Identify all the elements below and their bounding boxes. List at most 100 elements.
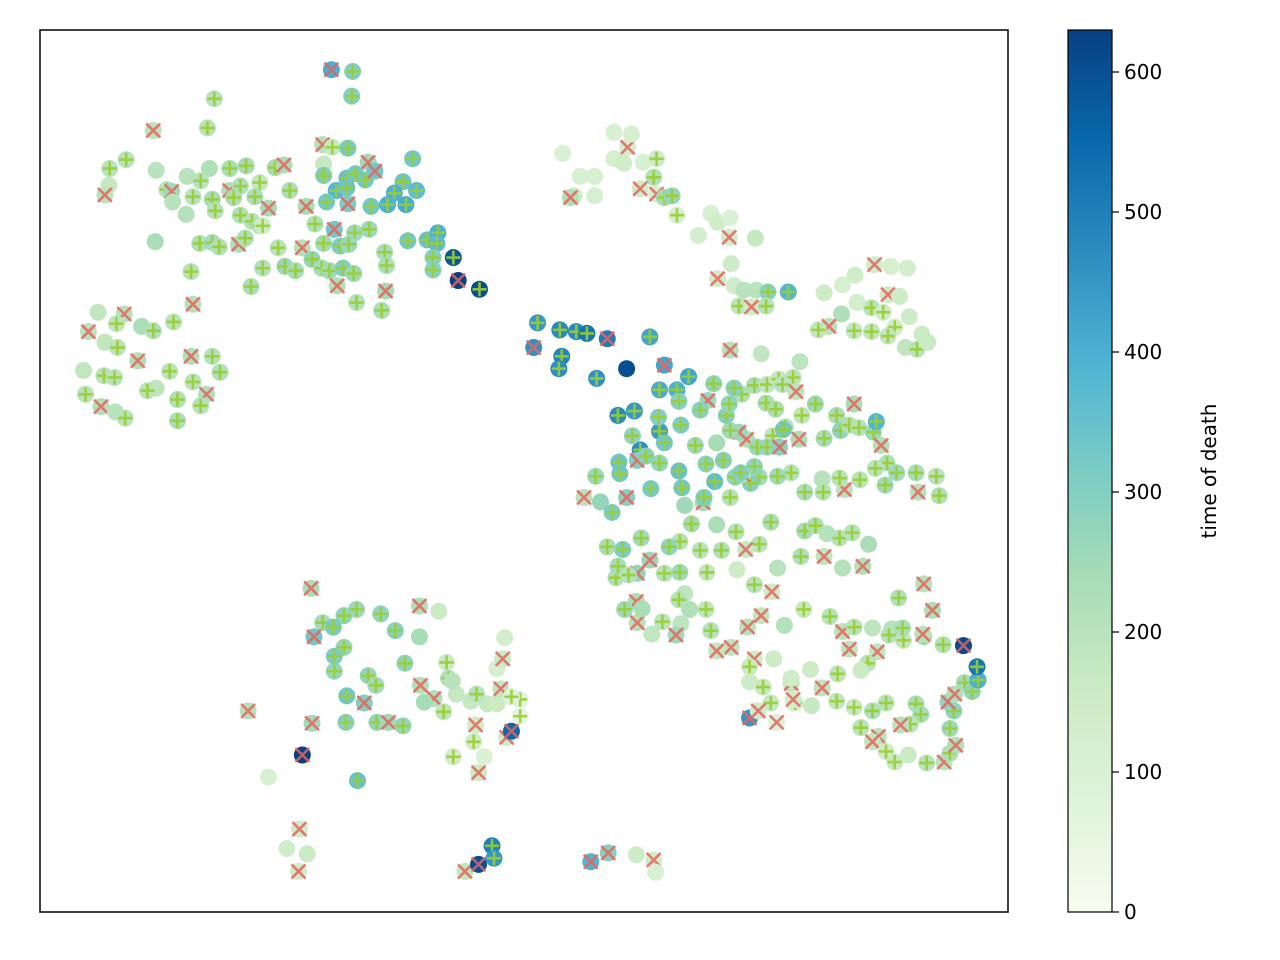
- plus-marker: [936, 637, 951, 652]
- data-point: [511, 707, 529, 725]
- data-point: [721, 488, 739, 506]
- data-point: [89, 303, 107, 321]
- point-marker: [634, 153, 652, 171]
- data-point: [203, 347, 221, 365]
- data-point: [722, 255, 740, 273]
- data-point: [571, 167, 589, 185]
- plus-marker: [207, 91, 222, 106]
- data-point: [182, 347, 200, 365]
- plus-marker: [681, 369, 696, 384]
- data-point: [618, 360, 636, 378]
- plus-marker: [350, 773, 365, 788]
- data-point: [927, 467, 945, 485]
- point-marker: [488, 695, 506, 713]
- plus-marker: [338, 715, 353, 730]
- plus-marker: [374, 303, 389, 318]
- data-point: [289, 862, 307, 880]
- data-point: [362, 197, 380, 215]
- data-point: [670, 591, 688, 609]
- data-point: [698, 563, 716, 581]
- point-marker: [919, 333, 937, 351]
- plus-marker: [110, 340, 125, 355]
- plus-marker: [119, 152, 134, 167]
- data-point: [550, 360, 568, 378]
- data-point: [373, 301, 391, 319]
- data-point: [918, 754, 936, 772]
- data-point: [650, 408, 668, 426]
- data-point: [648, 150, 666, 168]
- point-marker: [676, 496, 694, 514]
- plus-marker: [327, 649, 342, 664]
- plus-marker: [829, 408, 844, 423]
- data-point: [845, 618, 863, 636]
- data-point: [338, 687, 356, 705]
- data-point: [377, 282, 395, 300]
- data-point: [239, 702, 257, 720]
- data-point: [449, 271, 467, 289]
- plus-marker: [646, 170, 661, 185]
- plus-marker: [615, 542, 630, 557]
- data-point: [637, 447, 655, 465]
- plus-marker: [109, 316, 124, 331]
- data-point: [376, 243, 394, 261]
- data-point: [192, 172, 210, 190]
- plus-marker: [344, 89, 359, 104]
- plus-marker: [747, 577, 762, 592]
- data-point: [298, 845, 316, 863]
- plus-marker: [146, 323, 161, 338]
- data-point: [775, 616, 793, 634]
- data-point: [554, 144, 572, 162]
- data-point: [200, 159, 218, 177]
- data-point: [198, 119, 216, 137]
- data-point: [682, 515, 700, 533]
- point-marker: [447, 685, 465, 703]
- data-point: [840, 640, 858, 658]
- cross-marker: [290, 863, 307, 880]
- point-marker: [591, 493, 609, 511]
- point-marker: [178, 167, 196, 185]
- plus-marker: [579, 326, 594, 341]
- cross-marker: [641, 552, 658, 569]
- data-point: [315, 167, 333, 185]
- cross-marker: [873, 437, 890, 454]
- data-point: [293, 746, 311, 764]
- data-point: [236, 229, 254, 247]
- data-point: [833, 305, 851, 323]
- data-point: [502, 688, 520, 706]
- plus-marker: [763, 695, 778, 710]
- data-point: [833, 559, 851, 577]
- cross-marker: [457, 863, 473, 880]
- data-point: [712, 541, 730, 559]
- plus-marker: [368, 678, 383, 693]
- plus-marker: [436, 704, 451, 719]
- data-point: [116, 409, 134, 427]
- data-point: [793, 406, 811, 424]
- plus-marker: [621, 568, 636, 583]
- plus-marker: [698, 602, 713, 617]
- data-point: [323, 138, 341, 156]
- data-point: [660, 538, 678, 556]
- data-point: [814, 483, 832, 501]
- point-marker: [430, 602, 448, 620]
- data-point: [616, 600, 634, 618]
- plus-marker: [396, 174, 410, 189]
- data-point: [737, 540, 755, 558]
- data-point: [259, 199, 277, 217]
- data-point: [259, 768, 277, 786]
- data-point: [355, 694, 373, 712]
- plus-marker: [970, 673, 985, 688]
- cross-marker: [377, 283, 394, 299]
- plus-marker: [891, 591, 906, 606]
- cross-marker: [326, 221, 343, 238]
- data-point: [795, 600, 813, 618]
- data-point: [632, 529, 650, 547]
- plus-marker: [233, 179, 248, 194]
- plus-marker: [239, 158, 254, 173]
- data-point: [582, 853, 600, 871]
- data-point: [211, 363, 229, 381]
- data-point: [622, 125, 640, 143]
- data-point: [874, 303, 892, 321]
- plus-marker: [193, 398, 208, 413]
- plus-marker: [530, 315, 545, 330]
- plus-marker: [282, 183, 297, 198]
